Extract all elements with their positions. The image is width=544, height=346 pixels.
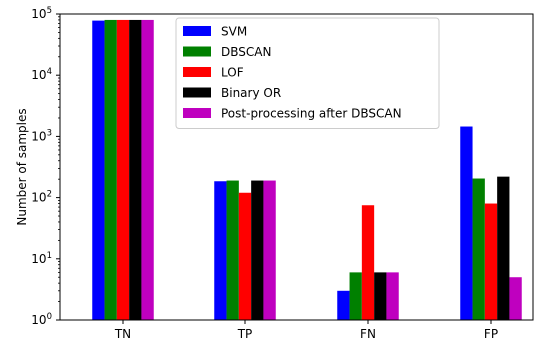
bar-lof-tn <box>116 19 130 320</box>
plot-area-frame <box>59 13 534 321</box>
bar-post-processing-after-dbscan-tp <box>263 180 276 320</box>
y-tick-label: 102 <box>31 190 52 205</box>
legend-label: SVM <box>221 25 247 39</box>
legend: SVM DBSCAN LOF Binary OR Post-processing aft… <box>175 17 440 129</box>
y-tick-label: 101 <box>31 251 52 266</box>
bar-svm-tn <box>92 20 105 320</box>
bar-lof-fp <box>484 203 498 320</box>
y-tick-label: 100 <box>31 312 52 327</box>
bar-dbscan-tp <box>226 180 239 320</box>
bar-dbscan-fn <box>349 272 362 320</box>
y-tick-label: 103 <box>31 128 52 143</box>
y-axis-ticks: 100 101 102 103 104 105 <box>31 6 60 327</box>
bar-binary-or-fn <box>374 272 387 320</box>
bar-svm-fn <box>337 290 350 320</box>
bar-post-processing-after-dbscan-fp <box>509 277 522 320</box>
x-tick-label: TN <box>114 327 131 341</box>
x-tick-label: FN <box>360 327 376 341</box>
legend-swatch <box>183 108 211 118</box>
bar-lof-tp <box>238 192 252 320</box>
bar-post-processing-after-dbscan-fn <box>386 272 399 320</box>
legend-swatch <box>183 46 211 57</box>
legend-box <box>175 17 440 129</box>
x-tick-label: TP <box>237 327 253 341</box>
bar-binary-or-tn <box>129 19 142 320</box>
y-axis-label: Number of samples <box>15 108 29 225</box>
legend-label: DBSCAN <box>221 45 271 59</box>
legend-label: LOF <box>221 66 244 80</box>
y-tick-label: 104 <box>31 67 52 82</box>
legend-label: Post-processing after DBSCAN <box>221 107 402 121</box>
bars-group <box>92 19 522 320</box>
bar-binary-or-fp <box>497 176 510 320</box>
legend-swatch <box>183 26 211 36</box>
legend-label: Binary OR <box>221 86 281 100</box>
legend-swatch <box>183 67 211 77</box>
bar-svm-tp <box>214 181 227 320</box>
legend-swatch <box>183 87 211 98</box>
x-axis-ticks: TN TP FN FP <box>114 320 498 341</box>
x-tick-label: FP <box>484 327 498 341</box>
bar-dbscan-tn <box>104 19 117 320</box>
bar-dbscan-fp <box>472 178 485 320</box>
bar-post-processing-after-dbscan-tn <box>141 19 154 320</box>
bar-lof-fn <box>361 205 375 320</box>
bar-binary-or-tp <box>251 180 264 320</box>
bar-svm-fp <box>460 126 473 320</box>
y-tick-label: 105 <box>31 6 52 21</box>
